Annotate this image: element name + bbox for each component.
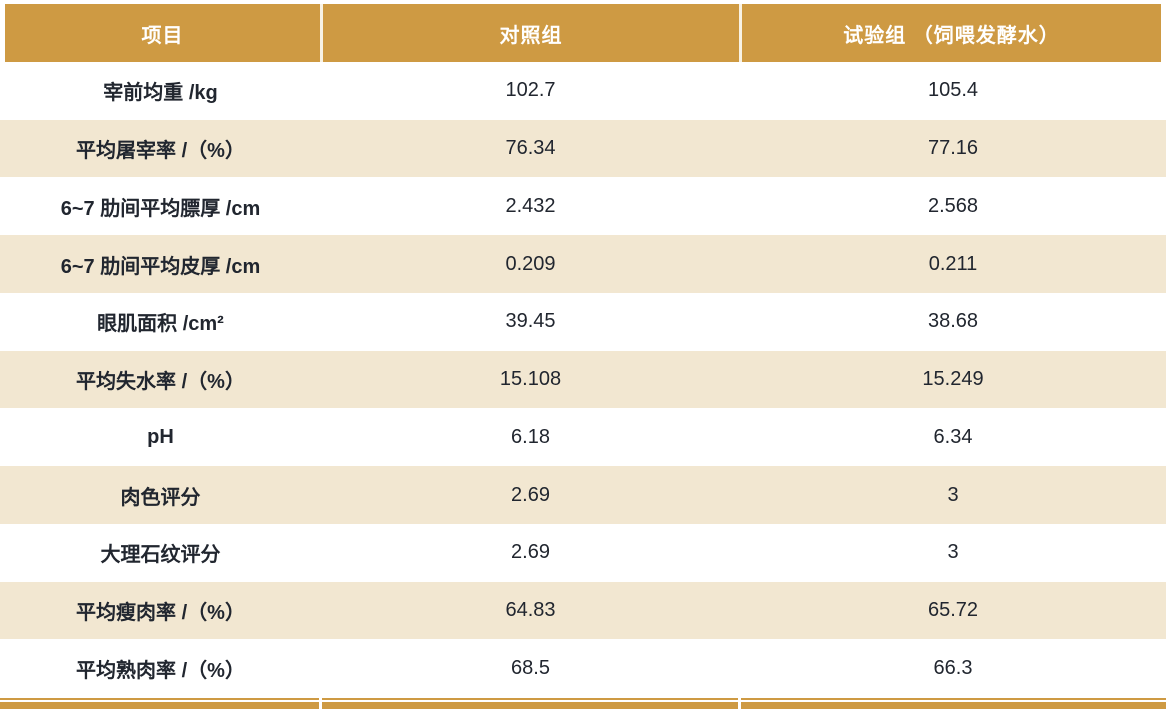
test-value: 65.72: [927, 598, 979, 621]
table-row: 肉色评分 2.69 3: [0, 466, 1166, 524]
control-value: 68.5: [511, 656, 550, 679]
rule-segment: [322, 702, 738, 709]
column-header-test-group: 试验组 （饲喂发酵水）: [739, 4, 1161, 62]
row-label: 眼肌面积 /cm²: [97, 313, 224, 336]
test-value: 105.4: [927, 79, 979, 102]
bottom-rule-thick: [0, 702, 1166, 709]
test-value: 2.568: [927, 194, 979, 217]
row-label: 平均失水率 /（%）: [76, 371, 245, 394]
test-value: 77.16: [927, 137, 979, 160]
row-label: 平均瘦肉率 /（%）: [76, 601, 245, 624]
row-label: 大理石纹评分: [100, 544, 221, 567]
control-value: 76.34: [505, 137, 556, 160]
table-row: 平均瘦肉率 /（%） 64.83 65.72: [0, 581, 1166, 640]
table-row: 平均失水率 /（%） 15.108 15.249: [0, 350, 1166, 409]
rule-segment: [741, 698, 1166, 700]
table-row: 平均熟肉率 /（%） 68.5 66.3: [0, 639, 1166, 698]
rule-segment: [0, 702, 319, 709]
rule-segment: [741, 702, 1166, 709]
table-header: 项目 对照组 试验组 （饲喂发酵水）: [5, 4, 1161, 62]
row-label: pH: [147, 425, 174, 448]
row-label: 平均屠宰率 /（%）: [76, 140, 245, 163]
column-header-control-group: 对照组: [320, 4, 739, 62]
row-label: 肉色评分: [120, 486, 201, 509]
row-label: 宰前均重 /kg: [103, 82, 218, 105]
table-row: 平均屠宰率 /（%） 76.34 77.16: [0, 119, 1166, 178]
table-row: 6~7 肋间平均皮厚 /cm 0.209 0.211: [0, 235, 1166, 293]
control-value: 39.45: [505, 310, 556, 333]
table-row: 大理石纹评分 2.69 3: [0, 523, 1166, 582]
column-header-item: 项目: [141, 24, 184, 47]
table-row: pH 6.18 6.34: [0, 408, 1166, 467]
test-value: 0.211: [928, 252, 978, 275]
test-value: 15.249: [922, 368, 984, 391]
control-value: 102.7: [505, 79, 556, 102]
table-row: 眼肌面积 /cm² 39.45 38.68: [0, 292, 1166, 351]
row-label: 6~7 肋间平均膘厚 /cm: [60, 197, 261, 220]
control-value: 2.69: [511, 483, 550, 506]
table-row: 6~7 肋间平均膘厚 /cm 2.432 2.568: [0, 177, 1166, 236]
test-value: 6.34: [933, 425, 973, 448]
table-body: 宰前均重 /kg 102.7 105.4 平均屠宰率 /（%） 76.34 77…: [0, 62, 1166, 698]
test-value: 3: [947, 483, 959, 506]
control-value: 2.432: [505, 194, 556, 217]
row-label: 6~7 肋间平均皮厚 /cm: [60, 255, 261, 278]
test-value: 66.3: [933, 656, 973, 679]
control-value: 6.18: [511, 425, 550, 448]
row-label: 平均熟肉率 /（%）: [76, 659, 245, 682]
test-value: 3: [947, 541, 959, 564]
control-value: 0.209: [505, 252, 556, 275]
test-value: 38.68: [927, 310, 979, 333]
rule-segment: [0, 698, 319, 700]
control-value: 64.83: [505, 598, 556, 621]
bottom-rule-thin: [0, 698, 1166, 700]
control-value: 15.108: [499, 368, 562, 391]
table-row: 宰前均重 /kg 102.7 105.4: [0, 62, 1166, 120]
rule-segment: [322, 698, 738, 700]
control-value: 2.69: [511, 541, 550, 564]
